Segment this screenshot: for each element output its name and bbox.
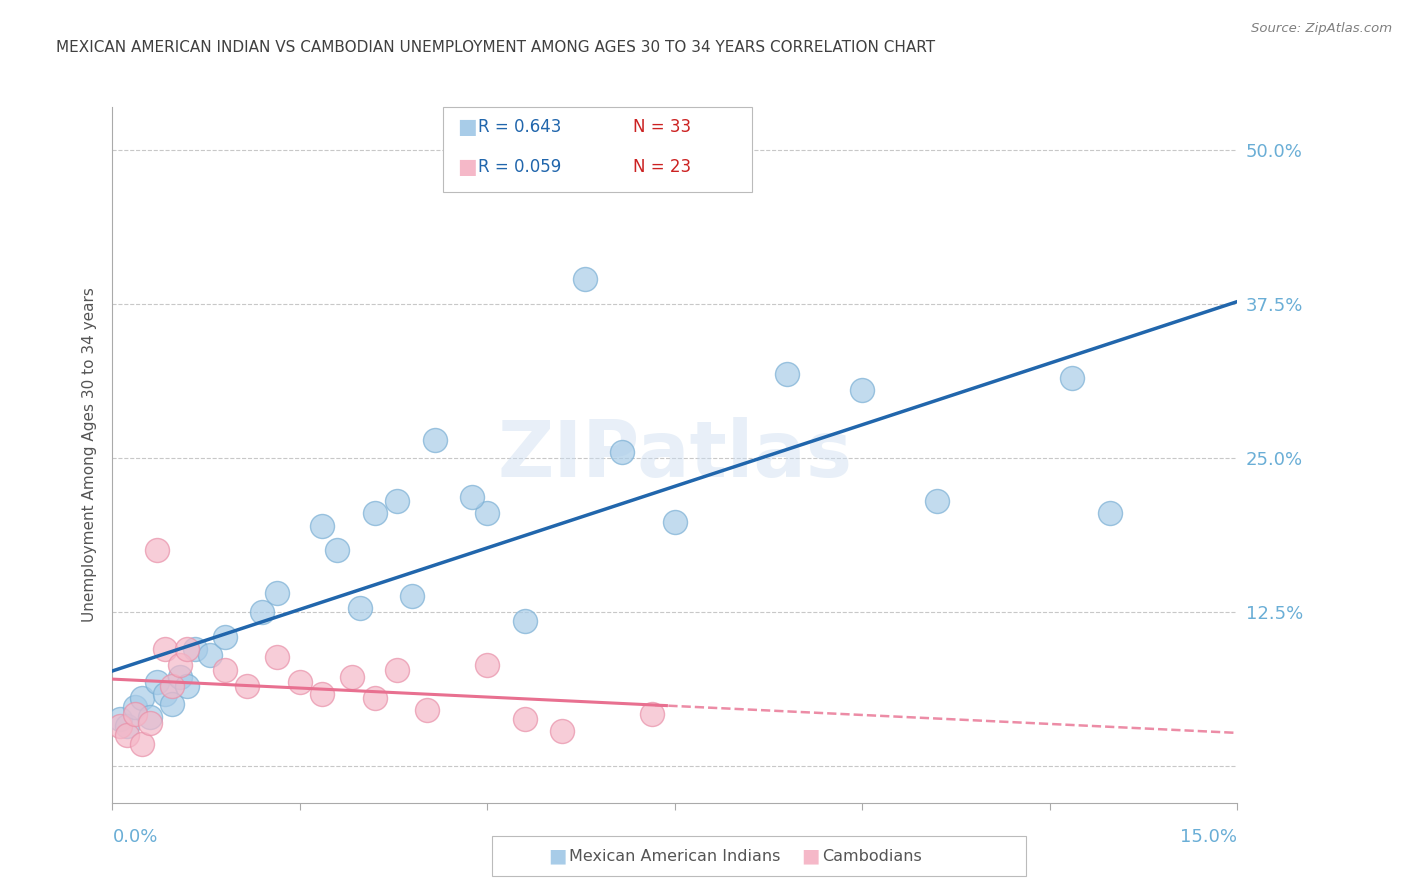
Point bbox=[349, 601, 371, 615]
Point bbox=[108, 719, 131, 733]
Point bbox=[162, 698, 184, 712]
Point bbox=[198, 648, 221, 662]
Point bbox=[146, 675, 169, 690]
Text: ■: ■ bbox=[457, 117, 477, 136]
Point bbox=[364, 691, 387, 706]
Point bbox=[513, 614, 536, 628]
Point bbox=[311, 518, 333, 533]
Point bbox=[461, 491, 484, 505]
Point bbox=[776, 368, 799, 382]
Point bbox=[387, 494, 409, 508]
Point bbox=[401, 589, 423, 603]
Text: R = 0.059: R = 0.059 bbox=[478, 158, 561, 176]
Point bbox=[236, 679, 259, 693]
Point bbox=[1062, 371, 1084, 385]
Text: 15.0%: 15.0% bbox=[1180, 828, 1237, 846]
Point bbox=[1098, 507, 1121, 521]
Point bbox=[162, 679, 184, 693]
Point bbox=[214, 663, 236, 677]
Point bbox=[124, 707, 146, 722]
Point bbox=[477, 657, 499, 672]
Point bbox=[551, 724, 574, 739]
Point bbox=[641, 707, 664, 722]
Point bbox=[423, 433, 446, 447]
Point bbox=[153, 688, 176, 702]
Point bbox=[252, 605, 274, 619]
Text: ■: ■ bbox=[548, 847, 567, 866]
Point bbox=[131, 691, 153, 706]
Point bbox=[139, 709, 162, 723]
Point bbox=[364, 507, 387, 521]
Point bbox=[416, 703, 439, 717]
Point bbox=[311, 688, 333, 702]
Point bbox=[124, 699, 146, 714]
Point bbox=[108, 712, 131, 726]
Text: R = 0.643: R = 0.643 bbox=[478, 118, 561, 136]
Y-axis label: Unemployment Among Ages 30 to 34 years: Unemployment Among Ages 30 to 34 years bbox=[82, 287, 97, 623]
Text: MEXICAN AMERICAN INDIAN VS CAMBODIAN UNEMPLOYMENT AMONG AGES 30 TO 34 YEARS CORR: MEXICAN AMERICAN INDIAN VS CAMBODIAN UNE… bbox=[56, 40, 935, 55]
Text: Cambodians: Cambodians bbox=[823, 849, 922, 863]
Text: Mexican American Indians: Mexican American Indians bbox=[569, 849, 780, 863]
Point bbox=[574, 272, 596, 286]
Point bbox=[117, 728, 139, 742]
Point bbox=[176, 641, 198, 656]
Point bbox=[146, 543, 169, 558]
Point bbox=[169, 670, 191, 684]
Point bbox=[169, 657, 191, 672]
Point bbox=[342, 670, 364, 684]
Point bbox=[176, 679, 198, 693]
Point bbox=[117, 719, 139, 733]
Point bbox=[214, 630, 236, 644]
Text: N = 33: N = 33 bbox=[633, 118, 690, 136]
Text: ■: ■ bbox=[801, 847, 820, 866]
Point bbox=[664, 515, 686, 529]
Point bbox=[927, 494, 949, 508]
Point bbox=[612, 445, 634, 459]
Text: ZIPatlas: ZIPatlas bbox=[498, 417, 852, 493]
Point bbox=[326, 543, 349, 558]
Text: N = 23: N = 23 bbox=[633, 158, 690, 176]
Point bbox=[477, 507, 499, 521]
Text: ■: ■ bbox=[457, 157, 477, 177]
Point bbox=[131, 737, 153, 751]
Point bbox=[387, 663, 409, 677]
Text: Source: ZipAtlas.com: Source: ZipAtlas.com bbox=[1251, 22, 1392, 36]
Point bbox=[513, 712, 536, 726]
Point bbox=[266, 586, 288, 600]
Point bbox=[184, 641, 207, 656]
Point bbox=[266, 650, 288, 665]
Point bbox=[153, 641, 176, 656]
Point bbox=[851, 384, 873, 398]
Point bbox=[288, 675, 311, 690]
Point bbox=[139, 715, 162, 730]
Text: 0.0%: 0.0% bbox=[112, 828, 157, 846]
